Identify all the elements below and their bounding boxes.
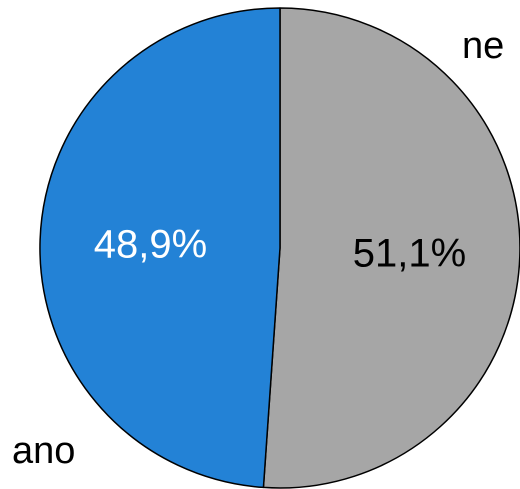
pie-slice-ano	[39, 7, 281, 489]
category-label-ne: ne	[462, 25, 504, 67]
category-label-ano: ano	[12, 430, 75, 472]
pie-category-labels: ne ano	[12, 25, 504, 472]
pie-slices	[39, 7, 520, 489]
value-label-ne: 51,1%	[353, 232, 466, 276]
pie-value-labels: 51,1% 48,9%	[94, 223, 466, 276]
value-label-ano: 48,9%	[94, 223, 207, 267]
